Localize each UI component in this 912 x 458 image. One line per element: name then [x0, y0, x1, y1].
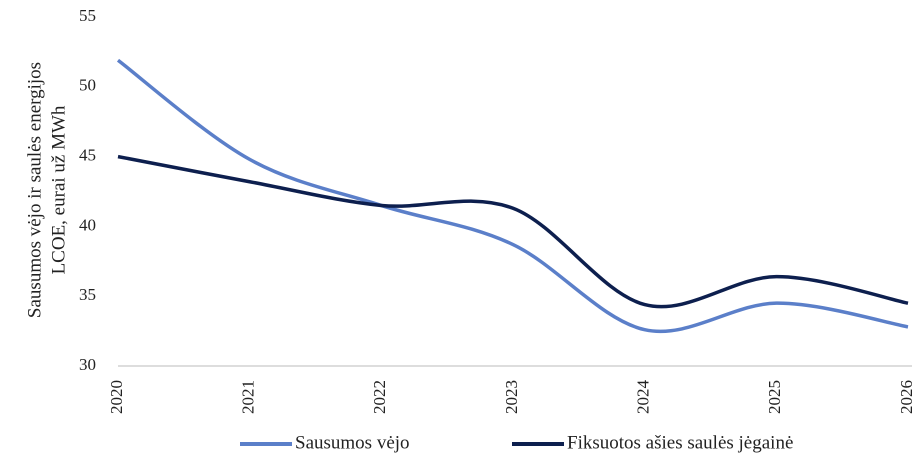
y-tick-label: 55 — [79, 6, 96, 25]
x-tick-label: 2024 — [634, 380, 653, 415]
series-line — [117, 154, 909, 309]
y-tick-label: 40 — [79, 215, 96, 234]
y-tick-label: 35 — [79, 285, 96, 304]
x-tick-label: 2026 — [897, 380, 912, 414]
y-tick-label: 45 — [79, 146, 96, 165]
x-tick-label: 2023 — [502, 380, 521, 414]
y-axis-label: Sausumos vėjo ir saulės energijos — [24, 62, 45, 318]
series-line — [116, 58, 909, 334]
x-tick-label: 2025 — [765, 380, 784, 414]
x-tick-label: 2020 — [107, 380, 126, 414]
x-tick-label: 2021 — [239, 380, 258, 414]
y-tick-label: 50 — [79, 76, 96, 95]
y-axis-label: LCOE, eurai už MWh — [48, 105, 69, 274]
x-tick-label: 2022 — [370, 380, 389, 414]
legend-label: Fiksuotos ašies saulės jėgainė — [567, 432, 793, 453]
legend-label: Sausumos vėjo — [295, 432, 410, 453]
y-tick-label: 30 — [79, 355, 96, 374]
